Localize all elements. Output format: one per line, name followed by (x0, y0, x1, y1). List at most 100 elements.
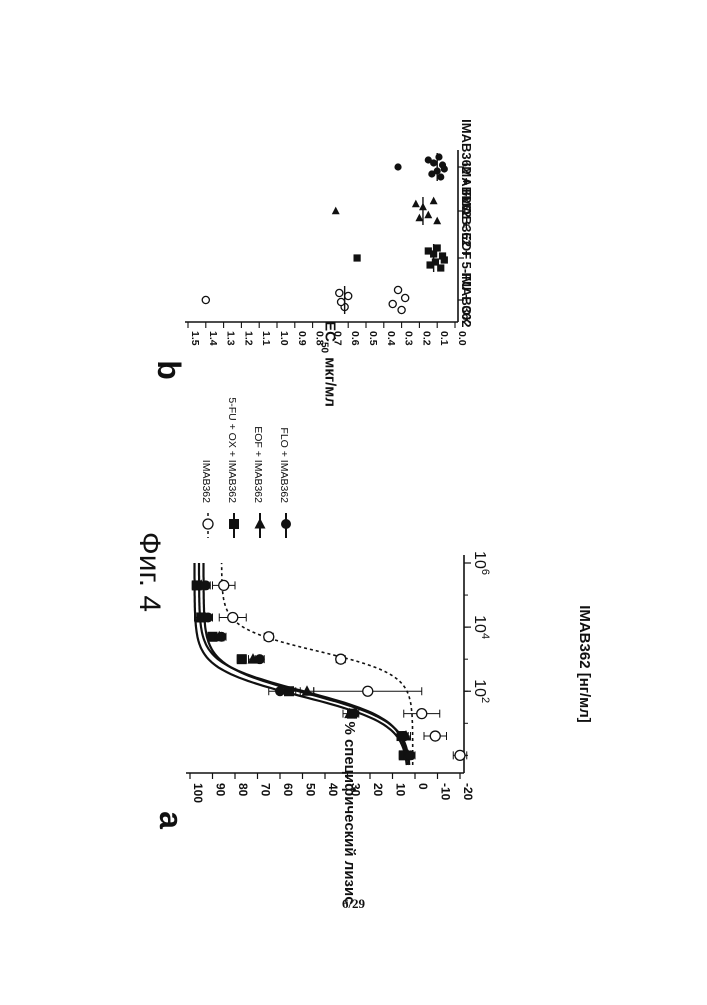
data-point-open-circle (417, 709, 427, 719)
x-tick-label-group: 106 (471, 551, 491, 575)
y-tick-label: 10 (394, 783, 408, 797)
y-tick-label-group: 0.3 (403, 331, 415, 346)
x-tick-label: 102 (471, 679, 491, 703)
scatter-point-filled-circle (441, 165, 448, 172)
y-tick-label: 1.1 (260, 331, 272, 346)
legend-marker (255, 518, 266, 529)
y-tick-label: 100 (191, 783, 205, 803)
legend-item-0: IMAB362 (200, 460, 213, 538)
scatter-point-filled-square (354, 254, 361, 261)
x-tick-label: 106 (471, 551, 491, 575)
scatter-point-filled-triangle (430, 197, 438, 205)
y-tick-label: 20 (371, 783, 385, 797)
y-tick-label-group: 1.0 (278, 331, 290, 346)
legend-item-1: 5-FU + OX + IMAB362 (226, 397, 239, 538)
panel-b-ec50-scatter-chart: 1.51.41.31.21.11.00.90.80.70.60.50.40.30… (185, 119, 474, 407)
legend-label-group: 5-FU + OX + IMAB362 (226, 397, 238, 503)
y-tick-label-group: 0.2 (420, 331, 432, 346)
y-tick-label: 70 (259, 783, 273, 797)
panel-a-label: a (153, 811, 189, 829)
scatter-point-filled-circle (394, 163, 401, 170)
scatter-point-open-circle (398, 306, 405, 313)
data-point-filled-circle (406, 750, 416, 760)
y-tick-label: 0.1 (438, 331, 450, 346)
y-tick-label-group: 0 (416, 783, 430, 790)
x-tick-exp: 6 (479, 569, 491, 575)
legend-label: FLO + IMAB362 (278, 427, 290, 503)
fit-curve-2 (199, 563, 407, 765)
y-tick-label: 1.0 (278, 331, 290, 346)
legend-label: 5-FU + OX + IMAB362 (226, 397, 238, 503)
panel-a-dose-response-chart: 1009080706050403020100-10-20102104106% с… (186, 397, 593, 904)
scatter-point-filled-square (434, 244, 441, 251)
y-tick-label: 60 (281, 783, 295, 797)
scatter-point-filled-circle (430, 159, 437, 166)
data-point-filled-circle (203, 612, 213, 622)
y-tick-label: -10 (439, 783, 453, 801)
y-tick-label: -20 (461, 783, 475, 801)
y-tick-label-group: 0.0 (456, 331, 468, 346)
page-number: 6/29 (0, 896, 707, 912)
legend-label-group: IMAB362 (200, 460, 212, 503)
y-tick-label-group: -10 (439, 783, 453, 801)
scatter-point-filled-circle (437, 173, 444, 180)
figure-title: Фиг. 4 (133, 532, 166, 612)
y-tick-label: 0.6 (349, 331, 361, 346)
scatter-point-open-circle (345, 292, 352, 299)
x-axis-title: IMAB362 [нг/мл] (576, 605, 593, 723)
y-tick-label: 80 (236, 783, 250, 797)
data-point-filled-circle (275, 686, 285, 696)
y-tick-label: 1.2 (242, 331, 254, 346)
y-tick-label: 40 (326, 783, 340, 797)
fit-curve-3 (204, 563, 410, 765)
y-title-sub: 50 (319, 342, 330, 354)
y-tick-label: 1.3 (225, 331, 237, 346)
legend-label-group: FLO + IMAB362 (278, 427, 290, 503)
y-tick-label: 50 (304, 783, 318, 797)
y-tick-label-group: 0.4 (385, 331, 397, 346)
y-tick-label: 0.0 (456, 331, 468, 346)
x-axis-title-group: IMAB362 [нг/мл] (576, 605, 593, 723)
y-tick-label-group: -20 (461, 783, 475, 801)
data-point-open-circle (430, 731, 440, 741)
data-point-filled-circle (349, 709, 359, 719)
y-tick-label-group: 0.5 (367, 331, 379, 346)
y-tick-label-group: 50 (304, 783, 318, 797)
y-tick-label-group: 1.4 (207, 331, 219, 346)
data-point-filled-circle (217, 632, 227, 642)
x-tick-base: 10 (471, 551, 488, 569)
y-tick-label-group: 40 (326, 783, 340, 797)
scatter-point-open-circle (389, 300, 396, 307)
data-point-open-circle (264, 632, 274, 642)
fit-curve-0 (222, 563, 413, 765)
y-axis-title-group: % специфический лизис (341, 721, 358, 904)
y-tick-label-group: 80 (236, 783, 250, 797)
y-tick-label: 0.9 (296, 331, 308, 346)
panel-b-label: b (151, 360, 187, 380)
x-tick-label-group: 104 (471, 615, 491, 639)
scatter-point-open-circle (336, 289, 343, 296)
y-tick-label: 0.3 (403, 331, 415, 346)
legend-item-2: EOF + IMAB362 (252, 426, 266, 538)
legend-marker (203, 519, 213, 529)
scatter-point-filled-triangle (433, 217, 441, 225)
legend-item-3: FLO + IMAB362 (278, 427, 291, 538)
x-tick-exp: 4 (479, 633, 491, 639)
y-title-rest: мкг/мл (322, 353, 339, 407)
scatter-point-filled-triangle (424, 211, 432, 219)
y-tick-label-group: 10 (394, 783, 408, 797)
scatter-point-open-circle (394, 286, 401, 293)
y-tick-label: 0.2 (420, 331, 432, 346)
legend-label-group: EOF + IMAB362 (252, 426, 264, 503)
y-tick-label-group: 100 (191, 783, 205, 803)
y-tick-label-group: 1.2 (242, 331, 254, 346)
legend-label: IMAB362 (200, 460, 212, 503)
data-point-filled-circle (399, 731, 409, 741)
data-point-open-circle (228, 612, 238, 622)
legend-marker (229, 519, 239, 529)
y-tick-label: 1.5 (189, 331, 201, 346)
category-label-group: IMAB362 + FLO (459, 119, 474, 215)
x-tick-label-group: 102 (471, 679, 491, 703)
y-tick-label: 90 (214, 783, 228, 797)
